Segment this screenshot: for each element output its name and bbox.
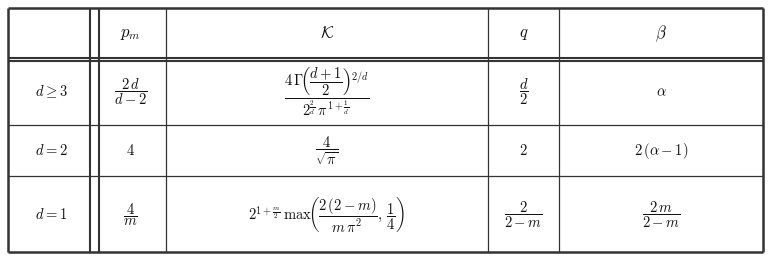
- Text: $\alpha$: $\alpha$: [656, 84, 667, 100]
- Text: $\mathcal{K}$: $\mathcal{K}$: [320, 24, 334, 42]
- Text: $2$: $2$: [519, 143, 527, 158]
- Text: $d = 1$: $d = 1$: [35, 207, 67, 222]
- Text: $\dfrac{2\,d}{d-2}$: $\dfrac{2\,d}{d-2}$: [114, 77, 147, 107]
- Text: $\beta$: $\beta$: [655, 23, 667, 44]
- Text: $d \geq 3$: $d \geq 3$: [35, 84, 68, 100]
- Text: $\dfrac{4}{m}$: $\dfrac{4}{m}$: [123, 201, 138, 228]
- Text: $4$: $4$: [126, 143, 135, 158]
- Text: $2^{1+\frac{m}{2}}\,\mathrm{max}\!\left(\dfrac{2\,(2-m)}{m\,\pi^2},\,\dfrac{1}{4: $2^{1+\frac{m}{2}}\,\mathrm{max}\!\left(…: [248, 195, 406, 234]
- Text: $\dfrac{2}{2-m}$: $\dfrac{2}{2-m}$: [504, 199, 543, 230]
- Text: $\dfrac{4\,\Gamma\!\left(\dfrac{d+1}{2}\right)^{\!2/d}}{2^{\frac{2}{d}}\,\pi^{1+: $\dfrac{4\,\Gamma\!\left(\dfrac{d+1}{2}\…: [284, 66, 370, 118]
- Text: $q$: $q$: [519, 24, 528, 42]
- Text: $d = 2$: $d = 2$: [35, 143, 68, 158]
- Text: $\dfrac{2\,m}{2-m}$: $\dfrac{2\,m}{2-m}$: [642, 199, 681, 230]
- Text: $2\,(\alpha-1)$: $2\,(\alpha-1)$: [634, 141, 689, 161]
- Text: $\dfrac{4}{\sqrt{\pi}}$: $\dfrac{4}{\sqrt{\pi}}$: [315, 134, 338, 167]
- Text: $\dfrac{d}{2}$: $\dfrac{d}{2}$: [519, 77, 528, 107]
- Text: $p_m$: $p_m$: [120, 24, 141, 42]
